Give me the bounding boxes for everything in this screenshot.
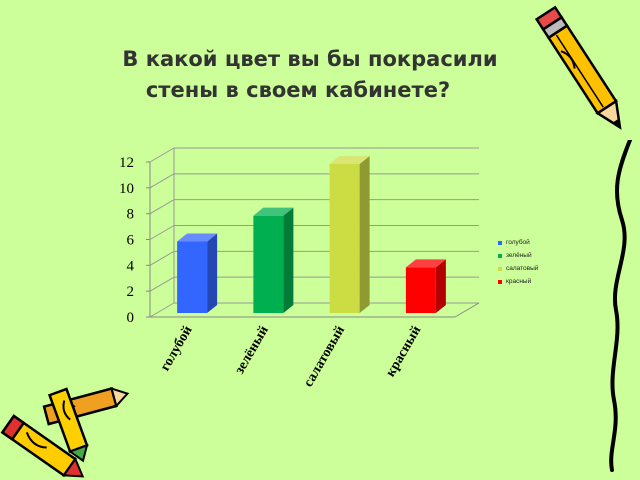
bar: [253, 207, 294, 313]
legend-swatch: [498, 279, 502, 284]
bar-top: [253, 207, 294, 216]
bar-side: [207, 233, 218, 313]
x-tick-label: красный: [383, 324, 424, 380]
x-tick-label: салатовый: [301, 324, 348, 390]
bar: [329, 156, 370, 313]
bar-top: [405, 259, 446, 268]
legend-label: голубой: [506, 239, 530, 246]
bar: [405, 259, 446, 313]
y-tick-label: 12: [119, 155, 134, 171]
y-tick-label: 2: [127, 284, 135, 300]
bar-front: [405, 267, 436, 313]
legend-item: салатовый: [498, 262, 538, 275]
gridline-side: [149, 225, 175, 240]
bar-side: [283, 207, 294, 313]
y-tick-label: 8: [127, 207, 135, 223]
legend-label: салатовый: [506, 265, 539, 272]
bar-side: [359, 156, 370, 313]
legend-item: красный: [498, 275, 538, 288]
x-tick-label: зелёный: [232, 324, 271, 377]
crayons-icon: [0, 387, 130, 478]
pencil-icon: [534, 5, 622, 130]
chart-legend: голубой зелёный салатовый красный: [498, 236, 538, 288]
gridline-side: [149, 147, 175, 163]
title-line-2: стены в своем кабинете?: [145, 78, 451, 102]
legend-swatch: [498, 240, 502, 245]
gridline-side: [149, 173, 175, 189]
floor-edge: [454, 302, 480, 318]
bar-front: [177, 241, 208, 313]
slide-title: В какой цвет вы бы покрасили стены в сво…: [60, 44, 560, 106]
legend-swatch: [498, 266, 502, 271]
bar-top: [329, 156, 370, 164]
gridline-side: [149, 199, 175, 215]
legend-item: зелёный: [498, 249, 538, 262]
y-tick-label: 6: [127, 233, 135, 249]
squiggle-line: [609, 140, 632, 472]
y-tick-label: 10: [119, 181, 134, 197]
bar-top: [177, 233, 218, 242]
legend-item: голубой: [498, 236, 538, 249]
bar: [177, 233, 218, 313]
legend-swatch: [498, 253, 502, 258]
bar-side: [435, 259, 446, 313]
y-tick-label: 4: [127, 258, 135, 274]
gridline-side: [149, 302, 175, 318]
x-tick-label: голубой: [158, 324, 196, 374]
gridline-side: [149, 250, 175, 266]
bar-front: [329, 164, 360, 313]
title-line-1: В какой цвет вы бы покрасили: [122, 47, 498, 71]
bar-front: [253, 215, 284, 313]
y-tick-label: 0: [127, 310, 135, 326]
legend-label: зелёный: [506, 252, 532, 259]
legend-label: красный: [506, 278, 532, 285]
gridline-side: [149, 276, 175, 292]
